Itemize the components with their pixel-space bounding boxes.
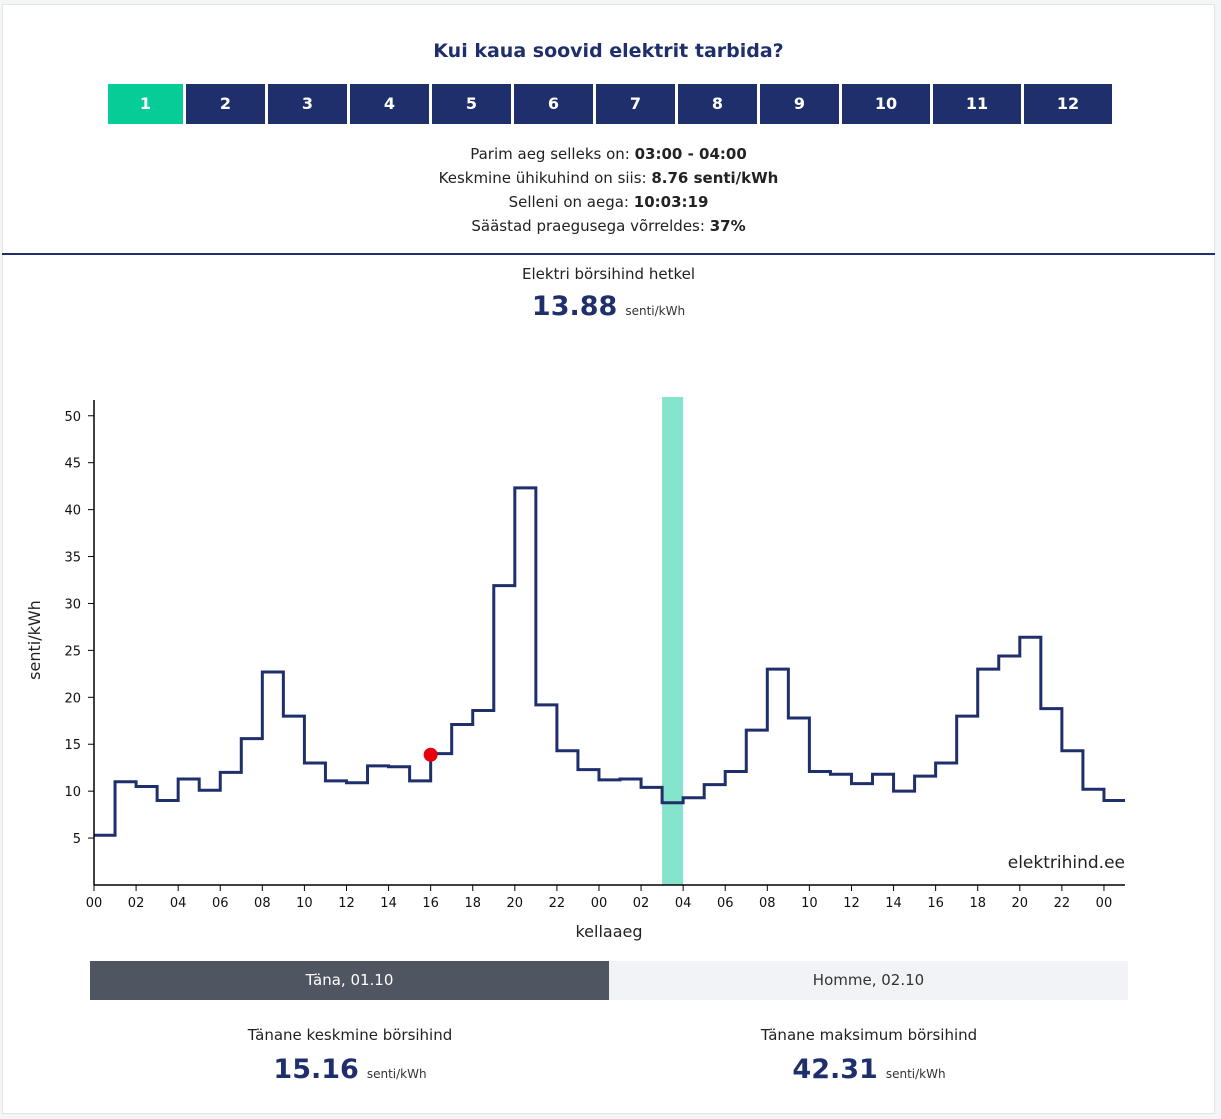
duration-selector: 1 tund 2 tundi 3 tundi 4 tundi 5 tundi 6 tund… (108, 84, 1112, 153)
duration-option-8[interactable]: 8 tundi (678, 84, 757, 153)
duration-option-6[interactable]: 6 tundi (514, 84, 593, 153)
duration-option-9[interactable]: 9 tundi (760, 84, 839, 153)
y-tick-label: 45 (64, 457, 81, 472)
x-tick-label: 02 (633, 896, 650, 911)
max-price-stat-value: 42.31 (792, 1054, 878, 1085)
x-tick-label: 22 (1054, 896, 1071, 911)
x-tick-label: 00 (591, 896, 608, 911)
duration-option-12[interactable]: 12 tundi (1024, 84, 1112, 153)
y-tick-label: 50 (64, 410, 81, 425)
x-tick-label: 02 (128, 896, 145, 911)
duration-option-5[interactable]: 5 tundi (432, 84, 511, 153)
savings-label: Säästad praegusega võrreldes: (471, 217, 710, 235)
duration-option-11[interactable]: 11 tundi (933, 84, 1021, 153)
x-tick-label: 18 (969, 896, 986, 911)
price-card (2, 4, 1215, 1114)
best-time-label: Parim aeg selleks on: (470, 145, 635, 163)
avg-price-stat: Tänane keskmine börsihind 15.16 senti/kWh (90, 1026, 610, 1085)
avg-price-stat-value: 15.16 (273, 1054, 359, 1085)
y-axis-label: senti/kWh (25, 600, 44, 680)
x-tick-label: 00 (1096, 896, 1113, 911)
avg-price-stat-unit: senti/kWh (366, 1067, 427, 1081)
duration-option-3[interactable]: 3 tundi (268, 84, 347, 153)
x-tick-label: 10 (801, 896, 818, 911)
x-tick-label: 04 (170, 896, 187, 911)
duration-option-2[interactable]: 2 tundi (186, 84, 265, 153)
max-price-stat-unit: senti/kWh (885, 1067, 946, 1081)
x-tick-label: 14 (885, 896, 902, 911)
x-tick-label: 18 (464, 896, 481, 911)
current-price-label: Elektri börsihind hetkel (521, 265, 696, 283)
avg-price-value: 8.76 senti/kWh (651, 169, 779, 187)
x-tick-label: 00 (86, 896, 103, 911)
avg-price-stat-label: Tänane keskmine börsihind (247, 1026, 453, 1044)
time-left-line: Selleni on aega: 10:03:19 (0, 190, 1217, 214)
x-tick-label: 14 (380, 896, 397, 911)
day-switcher: Täna, 01.10 Homme, 02.10 (90, 961, 1128, 1000)
x-tick-label: 12 (843, 896, 860, 911)
x-tick-label: 08 (254, 896, 271, 911)
x-tick-label: 20 (507, 896, 524, 911)
max-price-stat: Tänane maksimum börsihind 42.31 senti/kWh (609, 1026, 1129, 1085)
duration-option-1[interactable]: 1 tund (108, 84, 183, 153)
x-tick-label: 06 (717, 896, 734, 911)
y-tick-label: 30 (64, 597, 81, 612)
y-tick-label: 20 (64, 691, 81, 706)
max-price-stat-value-row: 42.31 senti/kWh (609, 1054, 1129, 1085)
y-tick-label: 5 (73, 832, 81, 847)
best-time-highlight (662, 397, 684, 885)
avg-price-line: Keskmine ühikuhind on siis: 8.76 senti/k… (0, 166, 1217, 190)
y-tick-label: 35 (64, 551, 81, 566)
tab-tomorrow[interactable]: Homme, 02.10 (609, 961, 1128, 1000)
avg-price-label: Keskmine ühikuhind on siis: (438, 169, 652, 187)
current-price-marker (423, 747, 438, 762)
y-tick-label: 15 (64, 738, 81, 753)
tab-today[interactable]: Täna, 01.10 (90, 961, 609, 1000)
x-tick-label: 06 (212, 896, 229, 911)
x-tick-label: 12 (338, 896, 355, 911)
x-tick-label: 20 (1012, 896, 1029, 911)
current-price: 13.88 senti/kWh (0, 291, 1217, 322)
savings-line: Säästad praegusega võrreldes: 37% (0, 214, 1217, 238)
x-tick-label: 22 (549, 896, 566, 911)
x-tick-label: 16 (927, 896, 944, 911)
duration-option-7[interactable]: 7 tundi (596, 84, 675, 153)
price-step-line (94, 486, 1125, 837)
best-time-info: Parim aeg selleks on: 03:00 - 04:00 Kesk… (0, 142, 1217, 238)
price-chart: 5 10 15 20 25 30 35 40 45 50 00 02 04 06 08 10 12 14 16 18 2… (25, 397, 1125, 941)
best-time-value: 03:00 - 04:00 (634, 145, 747, 163)
duration-option-10[interactable]: 10 tundi (842, 84, 930, 153)
y-tick-label: 40 (64, 504, 81, 519)
duration-question-title: Kui kaua soovid elektrit tarbida? (433, 40, 784, 62)
x-axis-label: kellaaeg (575, 922, 642, 941)
best-time-line: Parim aeg selleks on: 03:00 - 04:00 (0, 142, 1217, 166)
current-price-unit: senti/kWh (625, 304, 686, 318)
watermark: elektrihind.ee (1008, 853, 1125, 873)
section-divider (2, 253, 1215, 255)
x-tick-label: 16 (422, 896, 439, 911)
y-tick-label: 25 (64, 644, 81, 659)
duration-option-4[interactable]: 4 tundi (350, 84, 429, 153)
y-tick-label: 10 (64, 785, 81, 800)
time-left-label: Selleni on aega: (508, 193, 634, 211)
x-tick-label: 04 (675, 896, 692, 911)
current-price-value: 13.88 (531, 291, 618, 322)
savings-value: 37% (709, 217, 746, 235)
avg-price-stat-value-row: 15.16 senti/kWh (90, 1054, 610, 1085)
time-left-value: 10:03:19 (633, 193, 709, 211)
max-price-stat-label: Tänane maksimum börsihind (760, 1026, 978, 1044)
x-tick-label: 10 (296, 896, 313, 911)
x-tick-label: 08 (759, 896, 776, 911)
